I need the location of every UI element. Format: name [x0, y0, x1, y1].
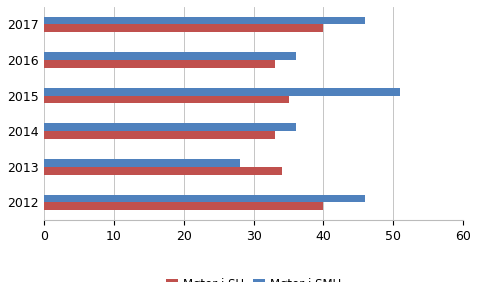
Bar — [44, 60, 275, 68]
Bar — [44, 159, 240, 167]
Bar — [44, 131, 275, 139]
Bar — [44, 25, 324, 32]
Bar — [44, 195, 365, 202]
Bar — [44, 88, 400, 96]
Legend: Møter i SU, Møter i SMU: Møter i SU, Møter i SMU — [162, 273, 346, 282]
Bar — [44, 52, 295, 60]
Bar — [44, 202, 324, 210]
Bar — [44, 17, 365, 25]
Bar — [44, 124, 295, 131]
Bar — [44, 167, 282, 175]
Bar — [44, 96, 289, 103]
